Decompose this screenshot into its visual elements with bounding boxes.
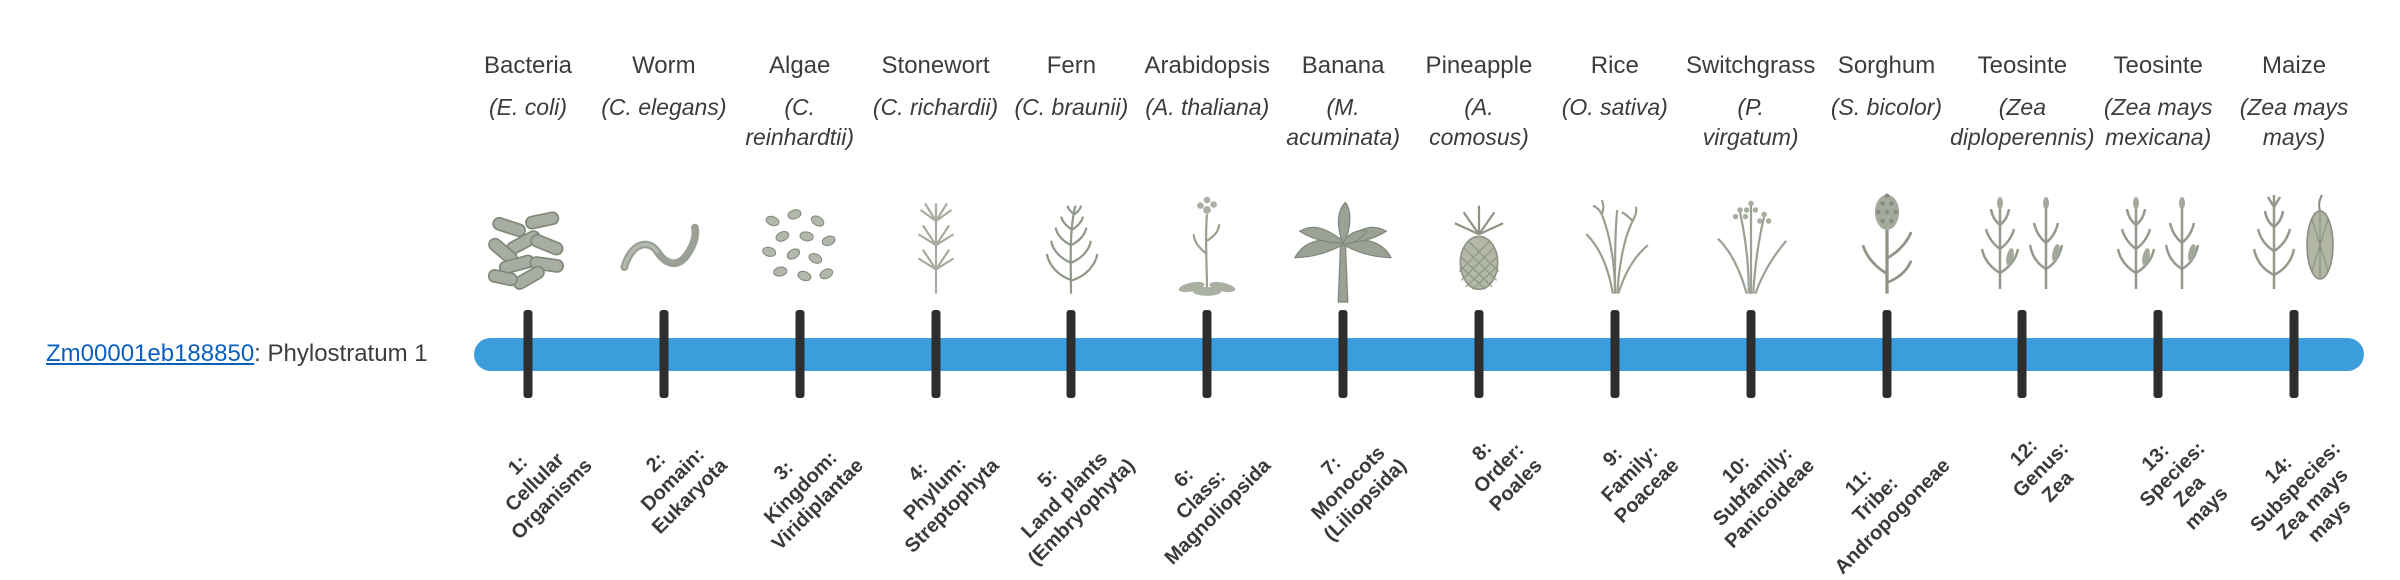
organism-name: Maize [2262, 52, 2327, 79]
organism-name: Bacteria [483, 52, 573, 79]
phylostratum-tick [1746, 310, 1756, 398]
phylostratum-label: 7: Monocots (Liliopsida) [1286, 420, 1412, 546]
phylostratum-label: 10: Subfamily: Panicoideae [1686, 420, 1819, 553]
scientific-name-line: mexicana) [2105, 124, 2212, 150]
organism-name: Switchgrass [1685, 52, 1816, 79]
phylostratum-tick [2153, 310, 2163, 398]
phylostratum-tick [931, 310, 941, 398]
phylostratum-tick [1066, 310, 1076, 398]
scientific-name-line: comosus) [1429, 124, 1529, 150]
organism-scientific-name: (O. sativa) [1562, 92, 1668, 122]
organism-scientific-name: (Zea diploperennis) [1950, 92, 2094, 152]
phylostrata-bar [474, 338, 2364, 371]
organism-scientific-name: (E. coli) [489, 92, 567, 122]
scientific-name-line: (Zea mays [2239, 94, 2349, 120]
scientific-name-line: (Zea [1998, 94, 2046, 120]
organism-scientific-name: (Zea mays mexicana) [2104, 92, 2213, 152]
organism-name: Banana [1301, 52, 1385, 79]
phylostratum-tick [659, 310, 669, 398]
gene-id-link[interactable]: Zm00001eb188850 [46, 340, 255, 367]
organism-scientific-name: (C. elegans) [601, 92, 726, 122]
organism-name: Stonewort [881, 52, 990, 79]
organism-scientific-name: (M. acuminata) [1286, 92, 1400, 152]
gene-label: Zm00001eb188850: Phylostratum 1 [46, 340, 428, 368]
phylostratum-tick [2289, 310, 2299, 398]
organism-scientific-name: (C. braunii) [1015, 92, 1129, 122]
phylostratum-label: 11: Tribe: Andropogoneae [1796, 420, 1955, 579]
phylostratum-tick [1202, 310, 1212, 398]
scientific-name-line: (C. [784, 94, 816, 120]
scientific-name-line: (Zea mays [2103, 94, 2213, 120]
scientific-name-line: (C. braunii) [1014, 94, 1129, 120]
organism-scientific-name: (A. comosus) [1429, 92, 1529, 152]
scientific-name-line: (C. richardii) [872, 94, 999, 120]
organism-name: Rice [1590, 52, 1639, 79]
organism-scientific-name: (C. reinhardtii) [745, 92, 854, 152]
phylostratum-label: 12: Genus: Zea [1992, 420, 2092, 520]
phylostratum-label: 13: Species: Zea mays [2118, 420, 2244, 546]
scientific-name-line: reinhardtii) [745, 124, 855, 150]
phylostratum-label: 3: Kingdom: Viridiplantae [733, 420, 869, 556]
scientific-name-line: mays) [2262, 124, 2326, 150]
scientific-name-line: (E. coli) [489, 94, 567, 120]
phylostratum-label: 8: Order: Poales [1451, 420, 1548, 517]
organism-scientific-name: (A. thaliana) [1145, 92, 1269, 122]
scientific-name-line: acuminata) [1286, 124, 1400, 150]
organism-name: Fern [1046, 52, 1097, 79]
scientific-name-line: (S. bicolor) [1830, 94, 1943, 120]
phylostratum-tick [1474, 310, 1484, 398]
organism-scientific-name: (C. richardii) [873, 92, 998, 122]
phylostratum-tick [2017, 310, 2027, 398]
organism-scientific-name: (S. bicolor) [1831, 92, 1942, 122]
scientific-name-line: diploperennis) [1950, 124, 2095, 150]
phylostratum-label: 9: Family: Poaceae [1575, 420, 1683, 528]
phylostratum-label: 5: Land plants (Embryophyta) [990, 420, 1141, 571]
scientific-name-line: (O. sativa) [1561, 94, 1668, 120]
phylostratum-tick [795, 310, 805, 398]
organism-scientific-name: (Zea mays mays) [2240, 92, 2349, 152]
phylostratum-tick [1882, 310, 1891, 398]
scientific-name-line: virgatum) [1702, 124, 1799, 150]
phylostratum-label: 2: Domain: Eukaryota [613, 420, 732, 539]
scientific-name-line: (P. [1737, 94, 1764, 120]
phylostratum-label: 1: Cellular Organisms [472, 420, 597, 545]
gene-phylostratum-text: : Phylostratum 1 [254, 340, 428, 367]
scientific-name-line: (M. [1326, 94, 1360, 120]
organism-name: Arabidopsis [1144, 52, 1270, 79]
phylostratum-tick [1338, 310, 1348, 398]
phylostratum-label: 6: Class: Magnoliopsida [1126, 420, 1276, 570]
organism-name: Algae [768, 52, 831, 79]
organism-name: Teosinte [2113, 52, 2203, 79]
organism-name: Pineapple [1425, 52, 1533, 79]
phylostratum-tick [523, 310, 533, 398]
phylostratum-label: 14: Subspecies: Zea mays mays [2229, 420, 2380, 571]
phylostratum-tick [1610, 310, 1620, 398]
phylostratum-label: 4: Phylum: Streptophyta [866, 420, 1004, 558]
organism-name: Teosinte [1977, 52, 2068, 79]
scientific-name-line: (A. [1464, 94, 1494, 120]
scientific-name-line: (A. thaliana) [1145, 94, 1270, 120]
organism-scientific-name: (P. virgatum) [1703, 92, 1799, 152]
organism-name: Sorghum [1837, 52, 1936, 79]
scientific-name-line: (C. elegans) [601, 94, 727, 120]
organism-name: Worm [632, 52, 696, 79]
